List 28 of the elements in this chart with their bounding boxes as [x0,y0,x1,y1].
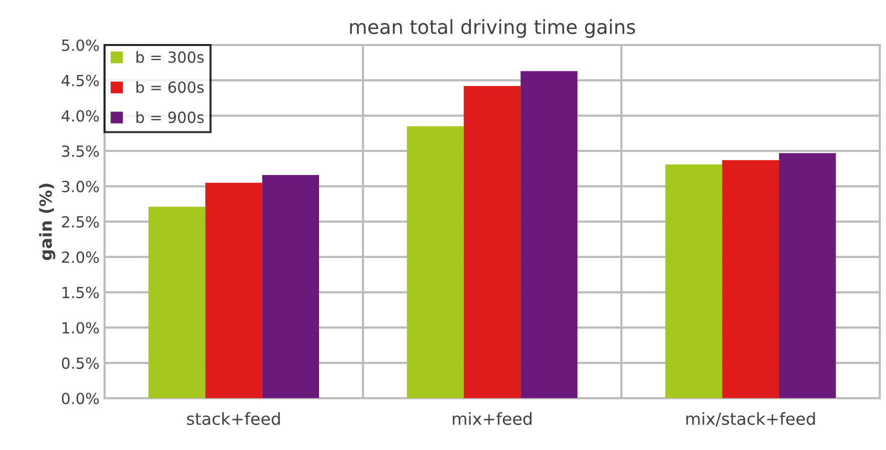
bar [205,182,262,398]
bar [262,174,320,398]
y-tick-label: 0.0% [62,392,99,404]
bar [779,153,836,398]
bar [665,164,722,398]
legend-label: b = 300s [136,51,204,63]
y-axis-title: gain (%) [39,184,56,260]
y-tick-label: 2.5% [62,216,99,228]
x-tick-label: mix+feed [452,412,532,426]
y-tick-label: 1.5% [62,286,99,298]
chart-title: mean total driving time gains [350,19,636,38]
y-tick-label: 4.5% [62,74,99,86]
bar [722,160,780,398]
y-tick-label: 0.5% [62,357,99,369]
bar [520,71,578,398]
y-tick-label: 3.5% [62,145,99,157]
bar [148,206,206,398]
x-tick-label: stack+feed [187,412,280,426]
legend-label: b = 600s [136,81,204,93]
legend-label: b = 900s [136,111,204,124]
y-tick-label: 5.0% [62,39,99,52]
bar [406,126,464,398]
y-tick-label: 4.0% [62,110,99,122]
y-tick-label: 2.0% [62,251,99,263]
y-tick-label: 1.0% [62,322,99,334]
y-tick-label: 3.0% [62,180,99,192]
x-tick-label: mix/stack+feed [686,412,815,426]
bar [464,86,521,398]
